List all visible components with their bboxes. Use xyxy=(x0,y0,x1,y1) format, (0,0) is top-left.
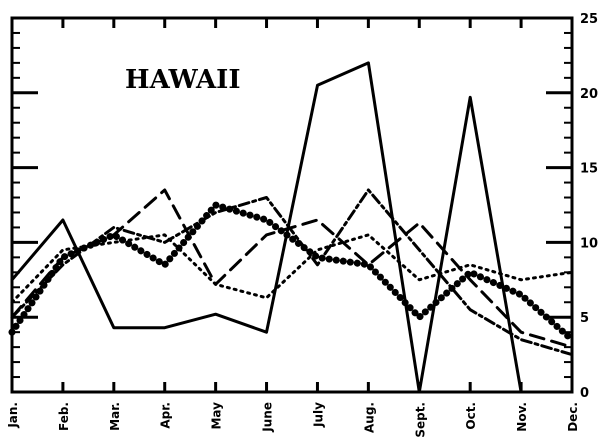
x-tick-label: Dec. xyxy=(566,402,580,432)
y-tick-label: 5 xyxy=(580,311,589,326)
x-tick-label: June xyxy=(261,402,275,433)
y-tick-label: 10 xyxy=(580,236,598,251)
x-tick-label: Jan. xyxy=(6,402,20,429)
y-tick-label: 20 xyxy=(580,87,598,102)
x-tick-label: Feb. xyxy=(57,402,71,431)
x-tick-label: July xyxy=(311,402,325,428)
series-layer xyxy=(8,61,576,394)
series-line-solid xyxy=(10,61,523,394)
y-tick-label: 0 xyxy=(580,386,589,401)
series-line-dotted xyxy=(10,233,574,304)
x-tick-label: May xyxy=(210,402,224,430)
plot-frame xyxy=(10,16,574,394)
y-tick-label: 25 xyxy=(580,12,598,27)
x-tick-label: Sept. xyxy=(413,402,427,437)
y-tick-label: 15 xyxy=(580,162,598,177)
chart-title: HAWAII xyxy=(125,65,240,95)
x-tick-label: Oct. xyxy=(464,402,478,430)
x-tick-label: Mar. xyxy=(108,402,122,431)
series-line-dots xyxy=(8,201,576,344)
x-tick-label: Apr. xyxy=(159,402,173,429)
x-tick-label: Aug. xyxy=(362,402,376,433)
label-layer: Jan. Feb. Mar. Apr. May June July Aug. Sept. Oct.… xyxy=(6,12,598,437)
x-tick-label: Nov. xyxy=(515,402,529,432)
tick-layer xyxy=(10,18,574,392)
series-line-dash-dot xyxy=(10,188,574,357)
